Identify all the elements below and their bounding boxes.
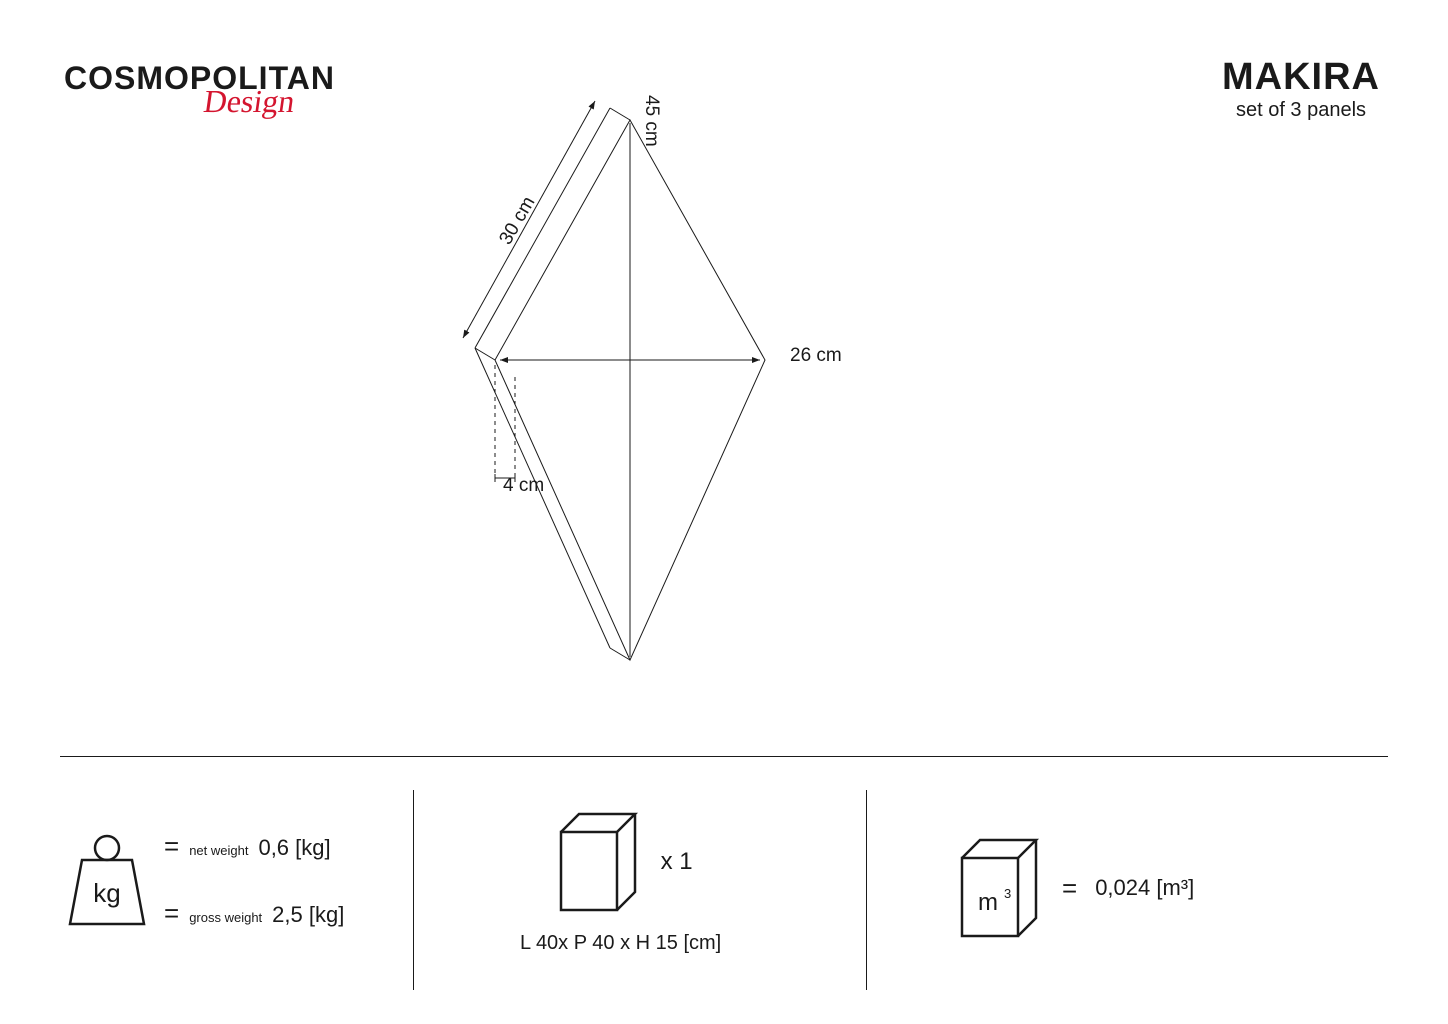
weight-block: kg = net weight 0,6 [kg] = gross weight …	[64, 830, 344, 930]
net-weight-label: net weight	[189, 843, 248, 858]
column-separator-2	[866, 790, 867, 990]
gross-weight-row: = gross weight 2,5 [kg]	[164, 898, 344, 929]
dim-width-label: 26 cm	[790, 345, 842, 367]
gross-weight-value: 2,5 [kg]	[272, 902, 344, 928]
column-separator-1	[413, 790, 414, 990]
spec-sheet: COSMOPOLITAN Design MAKIRA set of 3 pane…	[0, 0, 1448, 1024]
volume-value: 0,024 [m³]	[1095, 875, 1194, 901]
svg-text:3: 3	[1004, 886, 1011, 901]
equals-sign: =	[1062, 873, 1077, 904]
equals-sign: =	[164, 831, 179, 862]
brand-logo: COSMOPOLITAN Design	[64, 60, 335, 120]
volume-icon: m 3	[950, 832, 1044, 944]
net-weight-row: = net weight 0,6 [kg]	[164, 831, 344, 862]
box-icon	[549, 806, 643, 918]
package-dimensions: L 40x P 40 x H 15 [cm]	[520, 932, 721, 955]
dim-height-label: 45 cm	[640, 95, 662, 147]
net-weight-value: 0,6 [kg]	[258, 835, 330, 861]
package-count: x 1	[661, 848, 693, 876]
equals-sign: =	[164, 898, 179, 929]
volume-block: m 3 = 0,024 [m³]	[950, 832, 1194, 944]
package-block: x 1 L 40x P 40 x H 15 [cm]	[520, 806, 721, 955]
product-subtitle: set of 3 panels	[1222, 99, 1380, 122]
product-title-block: MAKIRA set of 3 panels	[1222, 56, 1380, 122]
dim-depth-label: 4 cm	[503, 475, 544, 497]
weight-icon-label: kg	[93, 878, 120, 908]
weight-icon: kg	[64, 830, 150, 930]
svg-text:m: m	[978, 889, 998, 916]
brand-script: Design	[201, 83, 337, 120]
gross-weight-label: gross weight	[189, 910, 262, 925]
product-name: MAKIRA	[1222, 56, 1380, 99]
panel-diagram	[420, 90, 850, 700]
horizontal-rule	[60, 756, 1388, 757]
